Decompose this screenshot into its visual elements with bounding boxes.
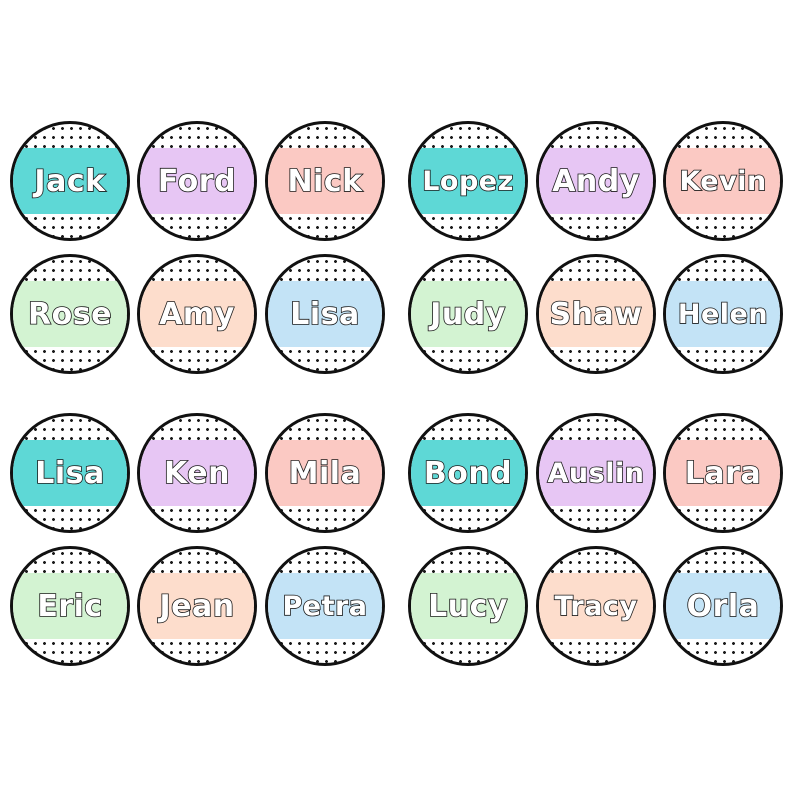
name-sticker: Jack	[10, 121, 130, 241]
sticker-name: Bond	[423, 455, 513, 492]
sticker-name: Jack	[34, 163, 106, 200]
name-sticker: Judy	[408, 254, 528, 374]
sticker-name: Shaw	[549, 296, 643, 333]
color-band: Ford	[140, 148, 254, 214]
color-band: Jean	[140, 573, 254, 639]
name-sticker: Bond	[408, 413, 528, 533]
name-sticker: Auslin	[536, 413, 656, 533]
color-band: Lisa	[13, 440, 127, 506]
name-sticker: Ford	[137, 121, 257, 241]
sticker-name: Ken	[163, 455, 230, 492]
name-sticker: Tracy	[536, 546, 656, 666]
name-sticker: Helen	[663, 254, 783, 374]
color-band: Nick	[268, 148, 382, 214]
color-band: Auslin	[539, 440, 653, 506]
color-band: Lopez	[411, 148, 525, 214]
name-sticker: Shaw	[536, 254, 656, 374]
sticker-name: Auslin	[547, 457, 645, 490]
sticker-name: Lucy	[427, 588, 508, 625]
sticker-name: Jean	[159, 588, 235, 625]
color-band: Shaw	[539, 281, 653, 347]
color-band: Judy	[411, 281, 525, 347]
color-band: Petra	[268, 573, 382, 639]
name-sticker: Lopez	[408, 121, 528, 241]
color-band: Orla	[666, 573, 780, 639]
sticker-name: Nick	[287, 163, 363, 200]
color-band: Tracy	[539, 573, 653, 639]
sticker-name: Petra	[282, 590, 368, 623]
color-band: Andy	[539, 148, 653, 214]
sticker-name: Lopez	[421, 165, 514, 198]
color-band: Amy	[140, 281, 254, 347]
sticker-name: Amy	[158, 296, 235, 333]
color-band: Bond	[411, 440, 525, 506]
name-sticker: Andy	[536, 121, 656, 241]
sticker-name: Lisa	[289, 296, 360, 333]
name-sticker: Jean	[137, 546, 257, 666]
color-band: Helen	[666, 281, 780, 347]
color-band: Kevin	[666, 148, 780, 214]
name-sticker: Lisa	[10, 413, 130, 533]
color-band: Mila	[268, 440, 382, 506]
color-band: Lara	[666, 440, 780, 506]
sticker-name: Mila	[288, 455, 362, 492]
name-sticker: Lara	[663, 413, 783, 533]
color-band: Rose	[13, 281, 127, 347]
name-sticker: Mila	[265, 413, 385, 533]
name-sticker: Eric	[10, 546, 130, 666]
sticker-name: Kevin	[679, 165, 767, 198]
color-band: Lucy	[411, 573, 525, 639]
name-sticker: Ken	[137, 413, 257, 533]
name-sticker: Orla	[663, 546, 783, 666]
sticker-name: Tracy	[554, 590, 638, 623]
color-band: Eric	[13, 573, 127, 639]
sticker-name: Helen	[677, 298, 769, 331]
sticker-name: Orla	[686, 588, 760, 625]
name-sticker: Lucy	[408, 546, 528, 666]
color-band: Jack	[13, 148, 127, 214]
sticker-name: Eric	[37, 588, 103, 625]
sticker-name: Andy	[551, 163, 640, 200]
sticker-name: Lisa	[34, 455, 105, 492]
sticker-name: Judy	[429, 296, 506, 333]
sticker-name: Ford	[157, 163, 237, 200]
name-sticker: Nick	[265, 121, 385, 241]
name-sticker: Kevin	[663, 121, 783, 241]
name-sticker: Amy	[137, 254, 257, 374]
color-band: Lisa	[268, 281, 382, 347]
name-sticker: Petra	[265, 546, 385, 666]
name-sticker: Lisa	[265, 254, 385, 374]
color-band: Ken	[140, 440, 254, 506]
sticker-name: Lara	[684, 455, 762, 492]
sticker-name: Rose	[27, 296, 112, 333]
name-sticker: Rose	[10, 254, 130, 374]
